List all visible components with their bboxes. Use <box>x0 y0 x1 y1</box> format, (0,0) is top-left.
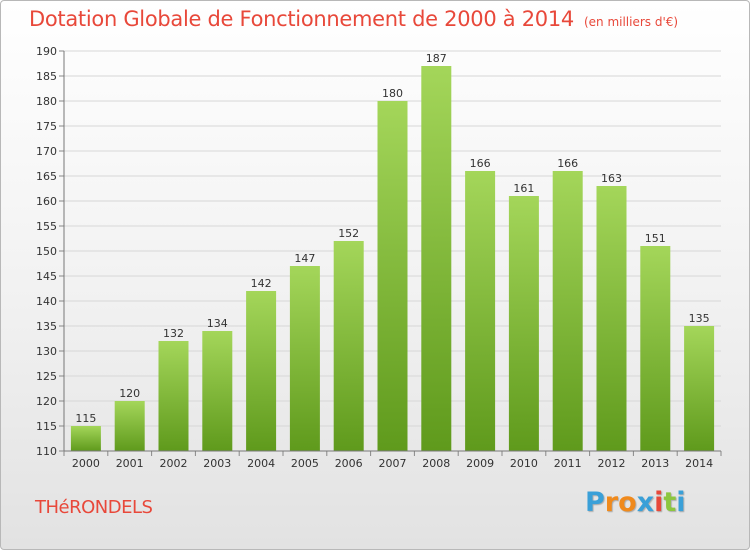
x-tick-label: 2000 <box>72 457 100 470</box>
x-tick-label: 2009 <box>466 457 494 470</box>
y-tick-label: 155 <box>36 220 57 233</box>
logo-letter: P <box>585 487 605 518</box>
x-tick-label: 2014 <box>685 457 713 470</box>
x-tick-label: 2013 <box>641 457 669 470</box>
bar-value-label: 152 <box>338 227 359 240</box>
x-tick-label: 2010 <box>510 457 538 470</box>
bar <box>377 101 408 451</box>
bar <box>552 171 583 451</box>
bar <box>333 241 364 451</box>
y-tick-label: 115 <box>36 420 57 433</box>
bar-value-label: 187 <box>426 52 447 65</box>
bar <box>289 266 320 451</box>
y-tick-label: 125 <box>36 370 57 383</box>
bar <box>70 426 101 451</box>
bar-value-label: 161 <box>513 182 534 195</box>
bar-value-label: 147 <box>294 252 315 265</box>
y-tick-label: 180 <box>36 95 57 108</box>
bar-value-label: 166 <box>470 157 491 170</box>
logo-letter: t <box>663 487 677 518</box>
bar <box>640 246 671 451</box>
x-tick-label: 2012 <box>598 457 626 470</box>
x-axis-tick-labels: 2000 2001 2002 2003 2004 2005 2006 2007 2008 2009… <box>63 451 722 470</box>
bar <box>684 326 715 451</box>
y-tick-label: 135 <box>36 320 57 333</box>
bar <box>202 331 233 451</box>
bar-value-label: 180 <box>382 87 403 100</box>
chart-subtitle: (en milliers d'€) <box>583 15 679 29</box>
bar-value-label: 115 <box>75 412 96 425</box>
proxiti-logo[interactable]: Proxiti <box>585 487 686 518</box>
y-tick-label: 140 <box>36 295 57 308</box>
bar <box>465 171 496 451</box>
x-tick-label: 2005 <box>291 457 319 470</box>
x-tick-label: 2006 <box>335 457 363 470</box>
y-tick-label: 165 <box>36 170 57 183</box>
commune-name: THéRONDELS <box>35 497 153 518</box>
bar-value-label: 163 <box>601 172 622 185</box>
bar-value-label: 166 <box>557 157 578 170</box>
bar-value-label: 135 <box>689 312 710 325</box>
bar <box>246 291 277 451</box>
bar <box>421 66 452 451</box>
y-tick-label: 120 <box>36 395 57 408</box>
y-tick-label: 170 <box>36 145 57 158</box>
x-tick-label: 2008 <box>422 457 450 470</box>
x-tick-label: 2007 <box>379 457 407 470</box>
logo-letter: i <box>654 487 664 518</box>
y-tick-label: 160 <box>36 195 57 208</box>
logo-letter: i <box>676 487 686 518</box>
y-tick-label: 130 <box>36 345 57 358</box>
y-tick-label: 185 <box>36 70 57 83</box>
chart-title-text: Dotation Globale de Fonctionnement de 20… <box>29 7 574 31</box>
bar-value-label: 142 <box>251 277 272 290</box>
bar <box>508 196 539 451</box>
y-axis-tick-labels: 110 115 120 125 130 135 140 145 150 155 160 165 170 1… <box>36 45 64 458</box>
chart-title: Dotation Globale de Fonctionnement de 20… <box>29 7 678 31</box>
x-tick-label: 2004 <box>247 457 275 470</box>
bar <box>114 401 145 451</box>
x-tick-label: 2002 <box>160 457 188 470</box>
x-tick-label: 2003 <box>203 457 231 470</box>
bar-value-label: 151 <box>645 232 666 245</box>
logo-letter: o <box>618 487 637 518</box>
x-tick-label: 2001 <box>116 457 144 470</box>
logo-letter: x <box>636 487 655 518</box>
y-tick-label: 175 <box>36 120 57 133</box>
bars: 115 120 132 134 142 147 152 180 187 166 161 166 163 1… <box>70 52 715 451</box>
bar-value-label: 134 <box>207 317 228 330</box>
bar-value-label: 132 <box>163 327 184 340</box>
bar-value-label: 120 <box>119 387 140 400</box>
y-tick-label: 190 <box>36 45 57 58</box>
bar <box>596 186 627 451</box>
x-tick-label: 2011 <box>554 457 582 470</box>
bar <box>158 341 189 451</box>
y-tick-label: 150 <box>36 245 57 258</box>
logo-letter: r <box>604 487 619 518</box>
y-tick-label: 110 <box>36 445 57 458</box>
y-tick-label: 145 <box>36 270 57 283</box>
